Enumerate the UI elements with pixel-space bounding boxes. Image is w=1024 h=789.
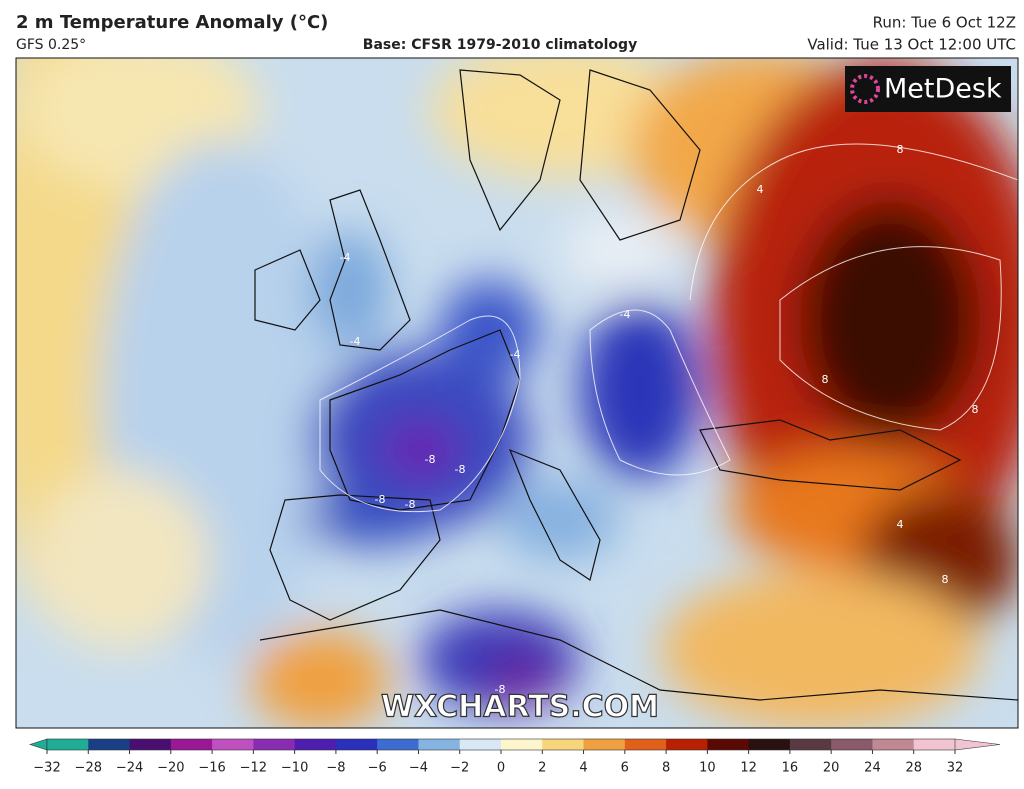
colorbar-tick-label: 6	[621, 761, 629, 776]
colorbar-segment	[212, 739, 254, 750]
colorbar-segment	[459, 739, 502, 750]
colorbar-tick-label: 8	[662, 761, 670, 776]
colorbar-tick-label: 0	[497, 761, 505, 776]
contour-label: -8	[425, 453, 436, 466]
colorbar-segment	[913, 739, 956, 750]
coastlines	[254, 69, 1018, 701]
logo: MetDesk	[884, 74, 1002, 105]
contour-label: -8	[495, 683, 506, 696]
colorbar-segment	[253, 739, 296, 750]
run: Run: Tue 6 Oct 12Z	[873, 14, 1016, 32]
colorbar-segment	[624, 739, 667, 750]
colorbar-tick-label: −28	[75, 761, 102, 776]
colorbar-segment	[872, 739, 915, 750]
colorbar-segment	[294, 739, 337, 750]
colorbar-tick-label: 4	[579, 761, 587, 776]
contour-label: -4	[620, 308, 631, 321]
map	[16, 58, 1018, 728]
colorbar-tick-label: −20	[157, 761, 184, 776]
colorbar-tick-label: −4	[409, 761, 428, 776]
colorbar-tick-label: −12	[240, 761, 267, 776]
colorbar-segment	[47, 739, 89, 750]
contour-label: -4	[510, 348, 521, 361]
colorbar-tick-label: −6	[368, 761, 387, 776]
model: GFS 0.25°	[16, 37, 86, 53]
logo-box	[845, 66, 1011, 112]
colorbar-segment	[831, 739, 873, 750]
colorbar-tick-label: 16	[782, 761, 799, 776]
colorbar-segment	[170, 739, 213, 750]
contour-label: -8	[375, 493, 386, 506]
colorbar-segment	[129, 739, 172, 750]
contour-label: 8	[942, 573, 949, 586]
contour-label: 4	[757, 183, 764, 196]
contour-label: -8	[455, 463, 466, 476]
colorbar-segment	[88, 739, 131, 750]
colorbar-tick-label: −24	[116, 761, 143, 776]
contour-labels: -4 -4 -4 -8 -8 -8 -8 -4 4 8 8 8 4 8 -8	[340, 143, 979, 696]
contour-label: -4	[340, 251, 351, 264]
colorbar-tick-label: 24	[864, 761, 881, 776]
contour-label: 8	[897, 143, 904, 156]
colorbar-tick-label: −32	[33, 761, 60, 776]
watermark: WXCHARTS.COM	[381, 690, 659, 725]
title: 2 m Temperature Anomaly (°C)	[16, 12, 328, 33]
colorbar-tick-label: 28	[905, 761, 922, 776]
map-frame	[15, 57, 1019, 729]
contour-label: 8	[822, 373, 829, 386]
colorbar-segment	[707, 739, 750, 750]
colorbar-segment	[501, 739, 543, 750]
colorbar-tick-label: −2	[450, 761, 469, 776]
colorbar-arrow-right	[954, 738, 1001, 751]
colorbar-segment	[542, 739, 585, 750]
contour-label: 8	[972, 403, 979, 416]
base: Base: CFSR 1979-2010 climatology	[363, 37, 637, 53]
colorbar-segment	[748, 739, 791, 750]
contour-label: -4	[350, 335, 361, 348]
colorbar-segment	[418, 739, 461, 750]
contours	[319, 143, 1018, 513]
colorbar-segment	[666, 739, 708, 750]
colorbar-tick-label: 12	[740, 761, 757, 776]
logo-icon	[850, 74, 880, 104]
colorbar-tick-label: 32	[947, 761, 964, 776]
colorbar-tick-label: 20	[823, 761, 840, 776]
colorbar-arrow-left	[29, 738, 48, 751]
colorbar-segment	[789, 739, 832, 750]
contour-label: -8	[405, 498, 416, 511]
colorbar-tick-label: −16	[198, 761, 225, 776]
contour-label: 4	[897, 518, 904, 531]
colorbar-tick-label: −10	[281, 761, 308, 776]
colorbar-segment	[335, 739, 378, 750]
valid: Valid: Tue 13 Oct 12:00 UTC	[807, 36, 1016, 54]
colorbar-tick-label: 10	[699, 761, 716, 776]
colorbar-segment	[377, 739, 419, 750]
colorbar-tick-label: 2	[538, 761, 546, 776]
colorbar-tick-label: −8	[326, 761, 345, 776]
colorbar: −32 −28 −24 −20 −16 −12 −10 −8 −6 −4 −2 0 2 4 6 8 10 12 16…	[29, 738, 1001, 776]
colorbar-segment	[583, 739, 626, 750]
